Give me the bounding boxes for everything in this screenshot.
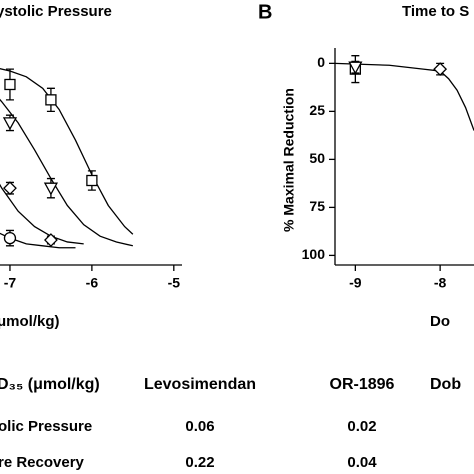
- x-axis-title: Do: [430, 313, 450, 330]
- x-tick-label: -5: [168, 275, 181, 291]
- cell: 0.06: [185, 418, 214, 435]
- y-tick-label: 75: [309, 198, 325, 214]
- table-header: OR-1896: [330, 376, 395, 393]
- x-tick-label: -8: [434, 275, 447, 291]
- marker: [44, 233, 58, 247]
- table-header: Levosimendan: [144, 376, 256, 393]
- fit-curve: [0, 183, 84, 245]
- row-label: re Recovery: [0, 454, 85, 471]
- panel-letter: B: [258, 1, 272, 23]
- y-tick-label: 25: [309, 102, 325, 118]
- marker: [4, 78, 16, 91]
- cell: 0.04: [347, 454, 377, 471]
- marker: [433, 62, 448, 77]
- x-tick-label: -6: [86, 275, 99, 291]
- marker: [86, 174, 98, 187]
- y-axis-title: % Maximal Reduction: [281, 88, 297, 232]
- x-tick-label: -9: [349, 275, 362, 291]
- y-tick-label: 0: [317, 54, 325, 70]
- panel-title: ystolic Pressure: [0, 3, 112, 20]
- marker: [3, 181, 17, 196]
- cell: 0.22: [185, 454, 214, 471]
- fit-curve: [0, 98, 133, 247]
- table-header: Dob: [430, 376, 461, 393]
- marker: [3, 231, 17, 245]
- marker: [2, 117, 18, 131]
- cell: 0.02: [347, 418, 376, 435]
- marker: [43, 182, 59, 196]
- y-tick-label: 50: [309, 150, 325, 166]
- fit-curve: [0, 232, 76, 249]
- x-axis-title: μmol/kg): [0, 313, 60, 330]
- table-header: D₃₅ (μmol/kg): [0, 376, 100, 393]
- panel-title: Time to S: [402, 3, 469, 20]
- fit-curve: [0, 68, 134, 235]
- row-label: olic Pressure: [0, 418, 92, 435]
- y-tick-label: 100: [302, 246, 326, 262]
- marker: [348, 61, 363, 75]
- fit-curve: [334, 62, 474, 131]
- x-tick-label: -7: [4, 275, 17, 291]
- marker: [45, 94, 57, 106]
